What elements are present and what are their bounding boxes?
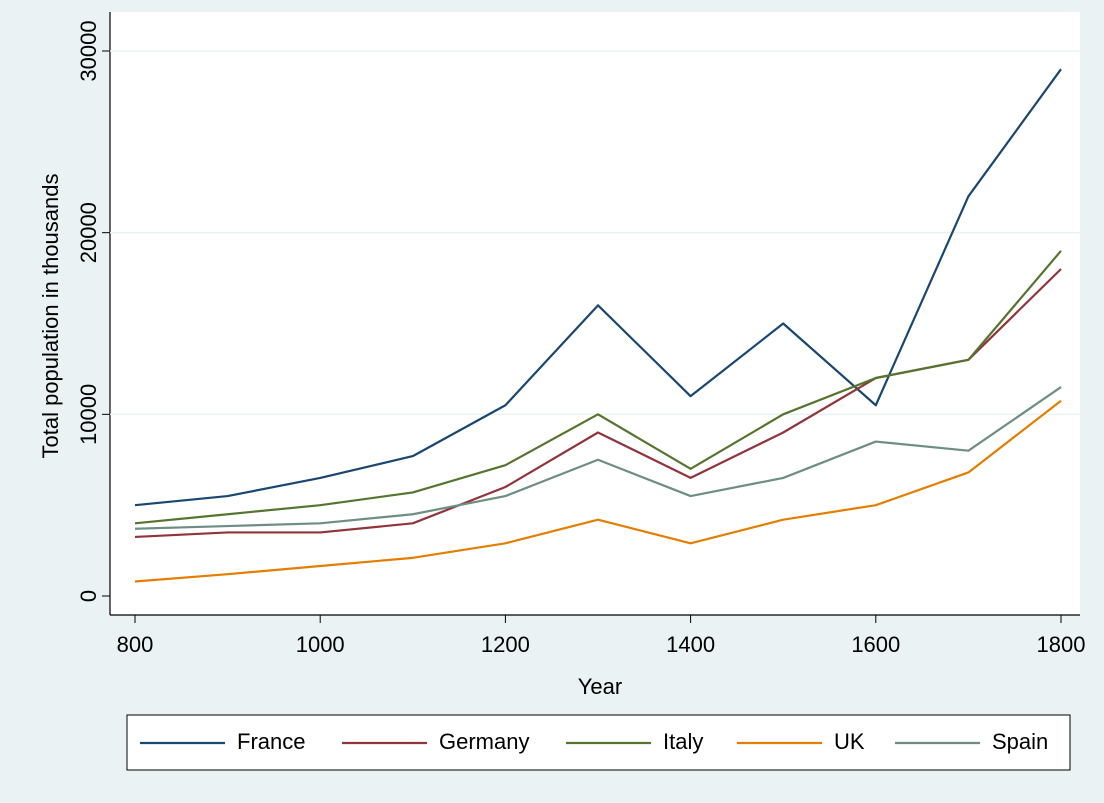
plot-area <box>110 12 1080 615</box>
x-tick-label: 800 <box>117 632 154 657</box>
legend-label: UK <box>834 729 865 754</box>
legend-label: Italy <box>663 729 703 754</box>
legend-label: Spain <box>992 729 1048 754</box>
x-axis-title: Year <box>578 674 622 699</box>
legend-label: Germany <box>439 729 529 754</box>
x-tick-label: 1800 <box>1037 632 1086 657</box>
legend-label: France <box>237 729 305 754</box>
x-tick-label: 1000 <box>296 632 345 657</box>
x-tick-label: 1400 <box>666 632 715 657</box>
series-line <box>134 399 1062 583</box>
series-line <box>134 386 1062 530</box>
y-tick-label: 20000 <box>76 202 101 263</box>
y-tick-label: 0 <box>76 590 101 602</box>
x-tick-label: 1600 <box>851 632 900 657</box>
y-axis-title: Total population in thousands <box>38 174 63 459</box>
y-tick-label: 30000 <box>76 20 101 81</box>
x-tick-label: 1200 <box>481 632 530 657</box>
series-line <box>134 68 1062 507</box>
series-line <box>134 250 1062 525</box>
y-tick-label: 10000 <box>76 384 101 445</box>
